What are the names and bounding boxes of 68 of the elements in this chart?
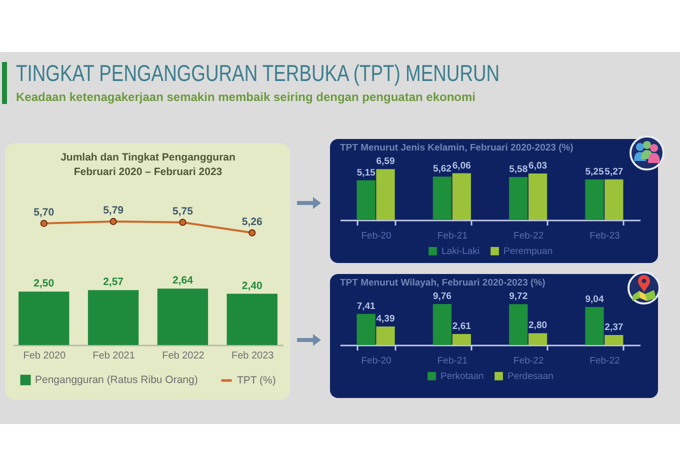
x-tick-label: Feb-21 [437, 356, 468, 366]
data-label: 7,41 [356, 300, 376, 312]
legend-label: Laki-Laki [442, 246, 480, 258]
bar [452, 173, 471, 220]
data-label: 9,76 [432, 291, 452, 302]
bar [604, 335, 624, 345]
data-label: 5,25 [585, 166, 604, 178]
x-tick-label: Feb-22 [590, 356, 620, 366]
bar [432, 304, 452, 345]
data-label: 2,57 [103, 276, 124, 288]
x-tick-label: Feb-20 [361, 230, 392, 242]
data-label: 5,15 [356, 167, 376, 178]
data-label: 2,50 [34, 278, 54, 290]
data-label: 4,39 [376, 314, 395, 325]
bar [585, 180, 604, 220]
data-label: 5,79 [103, 204, 124, 216]
legend-label: TPT (%) [237, 374, 276, 386]
bar [604, 179, 624, 220]
data-label: 5,62 [432, 164, 452, 175]
bar [528, 173, 548, 220]
legend-label: Perkotaan [440, 371, 484, 382]
bar [376, 169, 395, 220]
x-tick-label: Feb-23 [590, 230, 620, 242]
chart-title: TPT Menurut Jenis Kelamin, Februari 2020-2023 (%) [340, 142, 574, 154]
legend-label: Perdesaan [508, 371, 554, 382]
bar [432, 176, 452, 220]
data-label: 5,70 [34, 206, 54, 218]
data-label: 5,58 [509, 164, 528, 175]
data-label: 2,37 [604, 322, 624, 334]
data-label: 9,04 [585, 294, 604, 306]
x-tick-label: Feb 2022 [162, 350, 205, 362]
text: Keadaan ketenagakerjaan semakin membaik seiring dengan penguatan ekonomi [16, 90, 476, 105]
data-label: 5,75 [172, 205, 194, 218]
x-tick-label: Feb-22 [514, 356, 544, 366]
x-tick-label: Feb-21 [437, 230, 468, 242]
bar [452, 334, 471, 345]
bar [509, 176, 528, 220]
x-tick-label: Feb-20 [361, 356, 392, 366]
bar [528, 333, 548, 345]
point [40, 220, 48, 227]
data-label: 2,61 [452, 321, 472, 332]
point [179, 218, 186, 226]
chart-title: Jumlah dan Tingkat Pengangguran [60, 151, 236, 164]
bar [585, 307, 604, 345]
chart-title: TPT Menurut Wilayah, Februari 2020-2023 (%) [340, 278, 546, 289]
bar [356, 314, 376, 345]
data-label: 5,26 [242, 216, 262, 228]
point [110, 218, 117, 226]
bar [509, 304, 528, 345]
x-tick-label: Feb 2023 [231, 350, 274, 362]
point [248, 229, 256, 236]
data-label: 2,64 [172, 274, 194, 287]
bar [376, 326, 395, 345]
data-label: 2,80 [528, 320, 548, 332]
text: TINGKAT PENGANGGURAN TERBUKA (TPT) MENURUN [16, 60, 500, 86]
legend-label: Pengangguran (Ratus Ribu Orang) [35, 374, 198, 386]
data-label: 6,59 [376, 156, 395, 168]
legend-label: Perempuan [504, 246, 553, 258]
chart-subtitle: Februari 2020 – Februari 2023 [74, 166, 222, 178]
x-tick-label: Feb 2020 [23, 350, 66, 362]
bar [356, 180, 376, 220]
data-label: 2,40 [242, 280, 262, 292]
data-label: 6,03 [528, 160, 548, 172]
data-label: 5,27 [604, 166, 624, 178]
x-tick-label: Feb-22 [514, 230, 544, 242]
data-label: 9,72 [509, 291, 528, 302]
x-tick-label: Feb 2021 [92, 350, 136, 362]
data-label: 6,06 [452, 160, 471, 172]
